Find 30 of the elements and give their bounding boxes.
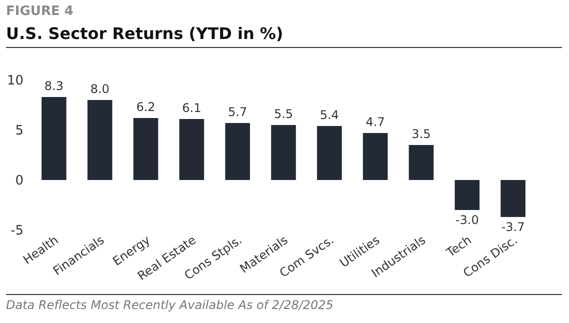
bar <box>317 126 342 180</box>
chart-subtitle: FIGURE 4 <box>6 4 74 19</box>
x-tick-label: Tech <box>443 232 474 260</box>
data-label: 8.0 <box>90 82 110 96</box>
chart-title: U.S. Sector Returns (YTD in %) <box>6 24 284 43</box>
bar <box>42 97 66 180</box>
bar <box>500 180 526 217</box>
y-tick-label: -5 <box>10 224 24 238</box>
bar <box>408 145 434 180</box>
data-label: 6.1 <box>182 101 202 115</box>
data-label: -3.0 <box>455 213 479 227</box>
y-tick-label: 10 <box>6 74 24 88</box>
y-tick-label: 5 <box>15 124 24 138</box>
data-label: 8.3 <box>44 79 64 93</box>
bar <box>87 100 112 180</box>
data-label: 5.4 <box>320 108 339 122</box>
bar <box>271 125 296 180</box>
bar <box>179 119 204 180</box>
text: Data Reflects Most Recently Available As of 2/28/2025 <box>6 298 334 312</box>
bar <box>454 180 480 210</box>
bar <box>133 118 158 180</box>
data-label: 5.7 <box>228 105 248 119</box>
data-label: 5.5 <box>274 107 294 121</box>
data-label: -3.7 <box>501 220 525 234</box>
data-label: 6.2 <box>136 100 156 114</box>
bar <box>225 123 250 180</box>
data-label: 4.7 <box>366 115 385 129</box>
bar <box>362 133 388 180</box>
y-tick-label: 0 <box>15 174 24 188</box>
data-label: 3.5 <box>412 127 431 141</box>
